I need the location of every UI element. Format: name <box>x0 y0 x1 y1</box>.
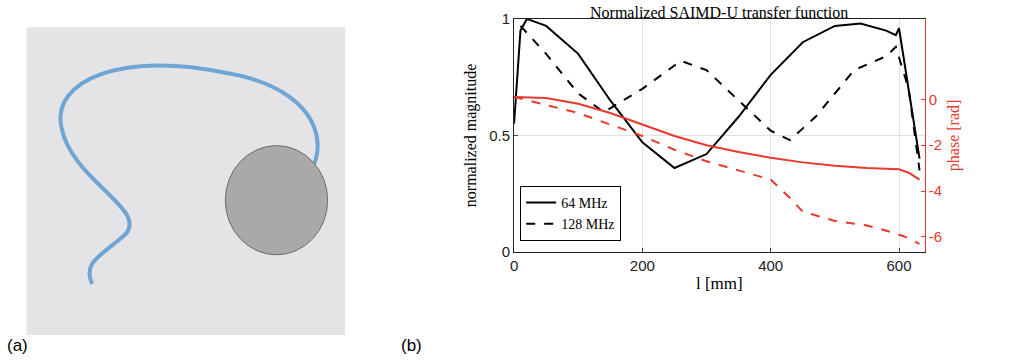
svg-text:(b): (b) <box>401 336 422 355</box>
svg-text:400: 400 <box>758 257 783 274</box>
svg-text:normalized magnitude: normalized magnitude <box>462 64 480 208</box>
svg-text:-2: -2 <box>929 136 942 153</box>
svg-text:0.5: 0.5 <box>489 127 510 144</box>
svg-text:-6: -6 <box>929 228 942 245</box>
svg-text:(a): (a) <box>7 336 28 355</box>
svg-text:phase [rad]: phase [rad] <box>945 100 963 172</box>
svg-text:0: 0 <box>929 91 937 108</box>
svg-text:128 MHz: 128 MHz <box>561 217 614 232</box>
svg-text:200: 200 <box>630 257 655 274</box>
svg-text:-4: -4 <box>929 182 942 199</box>
svg-text:600: 600 <box>886 257 911 274</box>
svg-text:0: 0 <box>502 243 510 260</box>
svg-text:1: 1 <box>502 10 510 27</box>
svg-text:0: 0 <box>510 257 518 274</box>
svg-text:64 MHz: 64 MHz <box>561 196 607 211</box>
svg-text:l [mm]: l [mm] <box>696 274 743 293</box>
svg-text:Normalized SAIMD-U transfer fu: Normalized SAIMD-U transfer function <box>590 4 848 21</box>
